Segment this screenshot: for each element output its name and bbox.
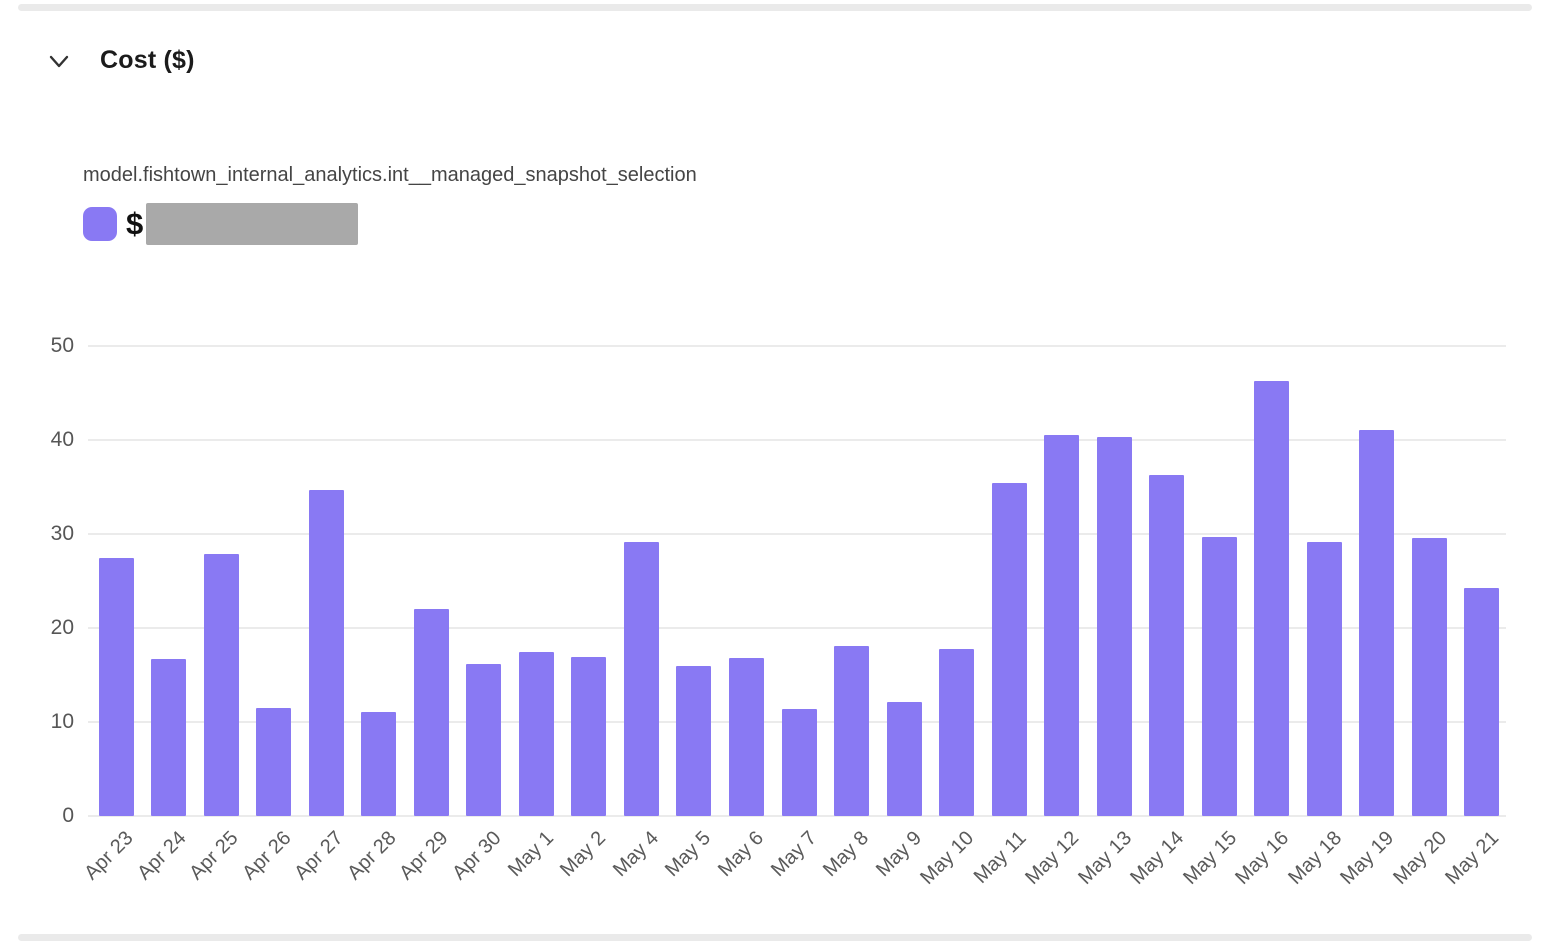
y-tick-label: 30 [50,522,74,545]
bar[interactable] [1201,536,1237,816]
bar[interactable] [413,609,449,816]
page-title: Cost ($) [100,46,195,74]
y-gridline [88,533,1506,535]
y-gridline [88,439,1506,441]
bar[interactable] [991,483,1027,816]
redacted-value-box [146,203,359,245]
legend-value-prefix: $ [126,206,144,241]
bar[interactable] [623,542,659,816]
bar[interactable] [1306,542,1342,816]
y-tick-label: 20 [50,616,74,639]
bar[interactable] [1411,537,1447,816]
y-gridline [88,345,1506,347]
bar[interactable] [256,707,292,816]
bar[interactable] [886,702,922,816]
y-gridline [88,627,1506,629]
y-tick-label: 40 [50,428,74,451]
bar[interactable] [466,663,502,816]
bar[interactable] [1359,429,1395,816]
legend-item[interactable]: $ [83,203,359,245]
bottom-divider [18,934,1532,941]
bar[interactable] [1044,435,1080,816]
y-tick-label: 0 [62,804,74,827]
y-gridline [88,815,1506,817]
top-divider [18,4,1532,11]
bar[interactable] [151,659,187,816]
bar[interactable] [308,489,344,816]
bar[interactable] [203,553,239,816]
bar[interactable] [676,665,712,816]
y-tick-label: 10 [50,710,74,733]
bar[interactable] [571,657,607,816]
legend-swatch [83,207,117,241]
bar[interactable] [1464,587,1500,816]
section-header: Cost ($) [46,46,195,75]
bar[interactable] [98,558,134,816]
bar[interactable] [518,652,554,816]
chevron-down-icon[interactable] [46,48,72,74]
bar[interactable] [781,708,817,816]
bar[interactable] [1096,437,1132,816]
series-name-label: model.fishtown_internal_analytics.int__m… [83,164,697,186]
bar[interactable] [361,711,397,816]
y-tick-label: 50 [50,334,74,357]
bar[interactable] [1149,474,1185,816]
bar[interactable] [1254,380,1290,816]
bar[interactable] [939,648,975,816]
bar[interactable] [834,645,870,816]
bar[interactable] [728,658,764,816]
